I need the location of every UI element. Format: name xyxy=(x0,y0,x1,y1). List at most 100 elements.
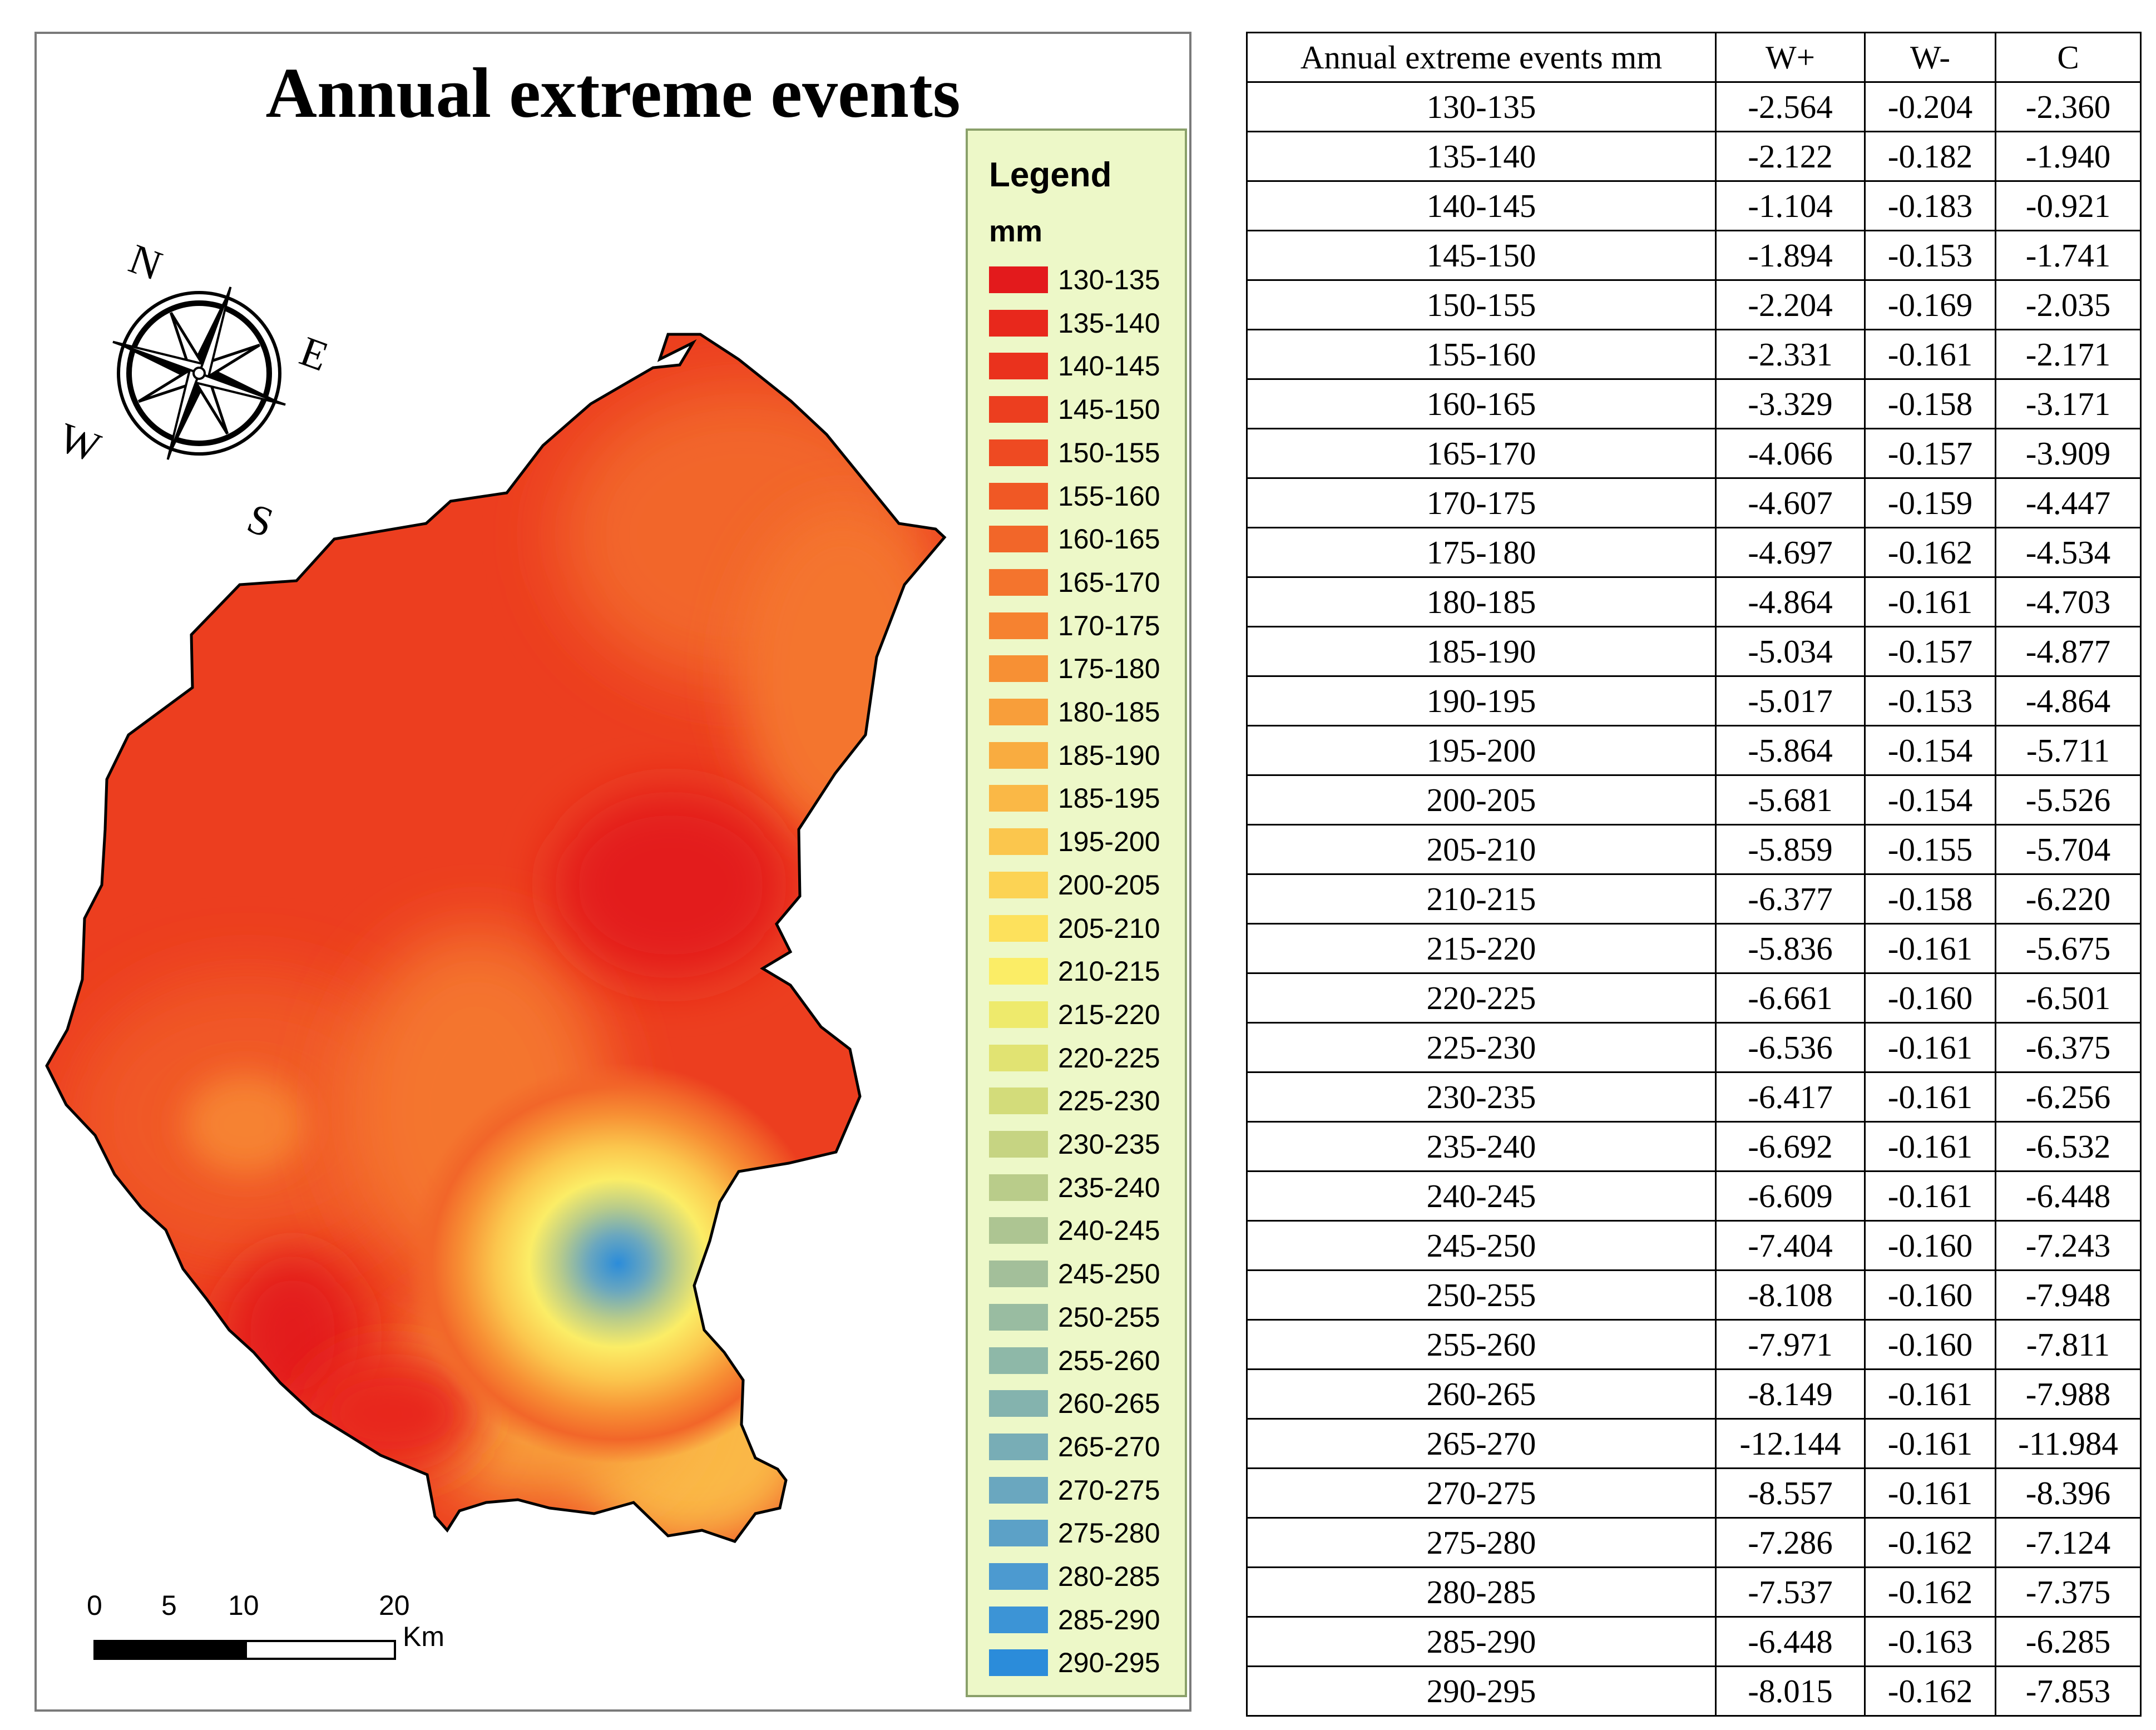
legend-label: 200-205 xyxy=(1058,869,1160,901)
table-cell: -0.153 xyxy=(1864,675,1996,726)
legend-swatch xyxy=(989,1088,1048,1115)
map-title: Annual extreme events xyxy=(265,53,961,132)
legend-swatch xyxy=(989,1347,1048,1374)
table-cell: -6.377 xyxy=(1715,873,1866,925)
table-body: 130-135 -2.564 -0.204 -2.360 135-140 -2.122 -0… xyxy=(1246,81,2142,1717)
table-cell: -7.971 xyxy=(1715,1319,1866,1370)
table-cell: -4.864 xyxy=(1995,675,2142,726)
table-cell: -0.153 xyxy=(1864,230,1996,281)
table-cell: -4.447 xyxy=(1995,477,2142,528)
table-cell: -12.144 xyxy=(1715,1418,1866,1469)
legend-swatch xyxy=(989,1520,1048,1547)
legend-swatch xyxy=(989,1476,1048,1504)
table-cell: -8.149 xyxy=(1715,1368,1866,1420)
table-cell: -4.066 xyxy=(1715,428,1866,479)
header-w-minus: W- xyxy=(1864,32,1996,83)
table-cell: -6.256 xyxy=(1995,1071,2142,1123)
legend-label: 285-290 xyxy=(1058,1604,1160,1635)
legend-label: 170-175 xyxy=(1058,610,1160,641)
table-row: 195-200 -5.864 -0.154 -5.711 xyxy=(1246,725,2142,776)
table-row: 155-160 -2.331 -0.161 -2.171 xyxy=(1246,329,2142,380)
table-cell: -6.375 xyxy=(1995,1022,2142,1073)
table-cell: -1.104 xyxy=(1715,180,1866,231)
table-cell: -2.122 xyxy=(1715,131,1866,182)
legend-swatch xyxy=(989,266,1048,293)
legend-label: 195-200 xyxy=(1058,826,1160,858)
table-cell: -3.171 xyxy=(1995,378,2142,429)
table-cell: -0.159 xyxy=(1864,477,1996,528)
table-cell: -5.711 xyxy=(1995,725,2142,776)
table-row: 225-230 -6.536 -0.161 -6.375 xyxy=(1246,1022,2142,1073)
table-cell: -8.557 xyxy=(1715,1467,1866,1519)
table-cell: -5.526 xyxy=(1995,774,2142,826)
table-cell: -0.161 xyxy=(1864,329,1996,380)
table-cell: 265-270 xyxy=(1246,1418,1717,1469)
table-cell: -0.160 xyxy=(1864,1319,1996,1370)
table-row: 130-135 -2.564 -0.204 -2.360 xyxy=(1246,81,2142,132)
table-row: 275-280 -7.286 -0.162 -7.124 xyxy=(1246,1517,2142,1568)
table-cell: -2.035 xyxy=(1995,279,2142,330)
legend-label: 210-215 xyxy=(1058,956,1160,987)
table-cell: 135-140 xyxy=(1246,131,1717,182)
table-cell: -2.331 xyxy=(1715,329,1866,380)
table-cell: -5.681 xyxy=(1715,774,1866,826)
table-cell: 240-245 xyxy=(1246,1170,1717,1222)
legend-label: 135-140 xyxy=(1058,307,1160,339)
table-cell: -0.161 xyxy=(1864,923,1996,974)
table-row: 190-195 -5.017 -0.153 -4.864 xyxy=(1246,675,2142,726)
table-cell: -6.220 xyxy=(1995,873,2142,925)
table-cell: 160-165 xyxy=(1246,378,1717,429)
table-cell: -5.864 xyxy=(1715,725,1866,776)
table-cell: -7.537 xyxy=(1715,1566,1866,1618)
table-cell: -0.154 xyxy=(1864,774,1996,826)
table-cell: -1.741 xyxy=(1995,230,2142,281)
table-row: 175-180 -4.697 -0.162 -4.534 xyxy=(1246,527,2142,578)
legend-label: 290-295 xyxy=(1058,1647,1160,1679)
table-cell: 155-160 xyxy=(1246,329,1717,380)
legend-label: 205-210 xyxy=(1058,912,1160,944)
table-cell: -4.864 xyxy=(1715,576,1866,627)
legend-label: 275-280 xyxy=(1058,1518,1160,1549)
table-cell: 180-185 xyxy=(1246,576,1717,627)
table-cell: 210-215 xyxy=(1246,873,1717,925)
table-cell: -0.163 xyxy=(1864,1616,1996,1667)
legend-swatch xyxy=(989,915,1048,942)
table-row: 230-235 -6.417 -0.161 -6.256 xyxy=(1246,1071,2142,1123)
table-cell: 195-200 xyxy=(1246,725,1717,776)
legend-label: 240-245 xyxy=(1058,1215,1160,1247)
table-cell: -4.877 xyxy=(1995,626,2142,677)
table-row: 290-295 -8.015 -0.162 -7.853 xyxy=(1246,1665,2142,1717)
legend-swatch xyxy=(989,1563,1048,1590)
map-canvas: N E S W xyxy=(37,235,1189,1660)
table-cell: -0.204 xyxy=(1864,81,1996,132)
table-cell: -4.534 xyxy=(1995,527,2142,578)
legend-label: 230-235 xyxy=(1058,1129,1160,1160)
table-row: 235-240 -6.692 -0.161 -6.532 xyxy=(1246,1121,2142,1172)
table-cell: -0.161 xyxy=(1864,1170,1996,1222)
legend-swatch xyxy=(989,1217,1048,1244)
table-cell: 165-170 xyxy=(1246,428,1717,479)
table-row: 280-285 -7.537 -0.162 -7.375 xyxy=(1246,1566,2142,1618)
table-row: 245-250 -7.404 -0.160 -7.243 xyxy=(1246,1220,2142,1271)
legend-swatch xyxy=(989,1044,1048,1071)
table-cell: -5.675 xyxy=(1995,923,2142,974)
table-cell: -6.661 xyxy=(1715,972,1866,1024)
legend-swatch xyxy=(989,699,1048,725)
legend-label: 270-275 xyxy=(1058,1474,1160,1506)
table-cell: -6.692 xyxy=(1715,1121,1866,1172)
table-cell: -7.948 xyxy=(1995,1269,2142,1321)
table-cell: -0.161 xyxy=(1864,1368,1996,1420)
table-cell: -8.108 xyxy=(1715,1269,1866,1321)
table-cell: -0.161 xyxy=(1864,1071,1996,1123)
table-cell: -0.160 xyxy=(1864,972,1996,1024)
table-cell: 270-275 xyxy=(1246,1467,1717,1519)
table-cell: -7.988 xyxy=(1995,1368,2142,1420)
legend-label: 175-180 xyxy=(1058,653,1160,685)
table-cell: -7.286 xyxy=(1715,1517,1866,1568)
table-cell: -6.285 xyxy=(1995,1616,2142,1667)
table-cell: -5.859 xyxy=(1715,824,1866,875)
map-panel: N E S W Annual extreme events Legend mm … xyxy=(34,32,1191,1712)
legend-swatch xyxy=(989,1649,1048,1677)
table-cell: -6.609 xyxy=(1715,1170,1866,1222)
weights-table: Annual extreme events mm W+ W- C 130-135… xyxy=(1246,32,2142,1717)
